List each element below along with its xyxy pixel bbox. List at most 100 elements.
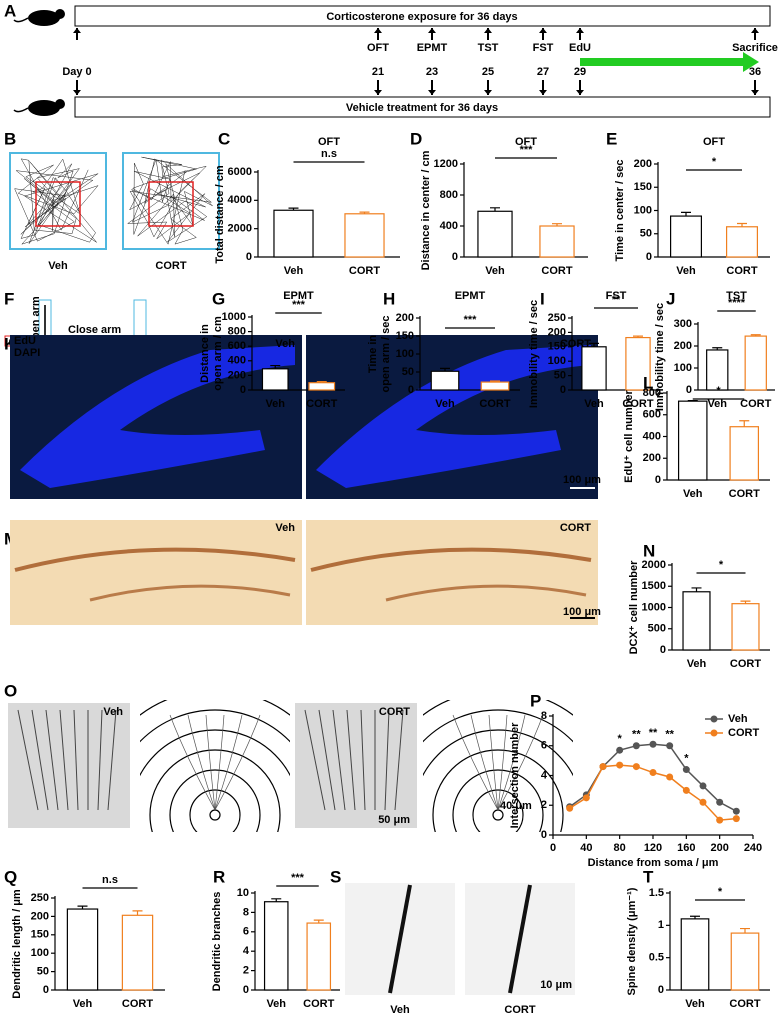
y-tick-label: 200 (634, 158, 652, 170)
chart-title: OFT (515, 136, 537, 148)
image-label: CORT (504, 1004, 535, 1016)
bar (729, 426, 760, 481)
x-tick-label: Veh (687, 658, 707, 670)
panel-letter: S (330, 867, 341, 886)
y-tick-label: 4 (243, 945, 250, 957)
dendrite (470, 714, 499, 811)
error-bar (552, 223, 562, 226)
dendrite (394, 709, 404, 811)
y-tick-label: 1000 (642, 601, 666, 613)
point (699, 798, 707, 806)
sholl-ring (140, 729, 290, 777)
sholl-ring (140, 709, 290, 743)
y-tick-label: 500 (648, 623, 666, 635)
bar (581, 346, 607, 391)
scale-label: 10 μm (540, 979, 572, 991)
bar (66, 908, 99, 991)
y-tick-label: 0 (43, 984, 49, 996)
mouse-icon (13, 17, 29, 23)
timeline-bar-label: Vehicle treatment for 36 days (346, 102, 498, 114)
dendrite (488, 714, 499, 811)
bar (669, 215, 702, 258)
error-bar (737, 222, 747, 227)
day-label: Day 0 (62, 66, 91, 78)
y-axis-label: Total distance / cm (214, 165, 226, 263)
arrow-head (539, 90, 547, 95)
significance-label: *** (520, 144, 534, 156)
y-tick-label: 0 (646, 251, 652, 263)
significance-label: * (718, 886, 723, 898)
granule-layer (89, 584, 291, 602)
y-axis-label: open arm / sec (380, 315, 392, 392)
arrow-head (73, 28, 81, 33)
point (632, 742, 640, 750)
day-label: 21 (372, 66, 384, 78)
x-tick-label: Veh (683, 488, 703, 500)
y-tick-label: 1 (658, 919, 664, 931)
granule-layer (310, 547, 592, 572)
y-tick-label: 150 (548, 341, 566, 353)
scale-label: 100 μm (563, 474, 601, 486)
y-tick-label: 2 (243, 965, 249, 977)
y-axis-label: Immobility time / sec (528, 300, 540, 408)
x-tick-label: CORT (726, 265, 757, 277)
error-bar (739, 420, 750, 427)
scale-label: 50 μm (378, 814, 410, 826)
point (649, 769, 657, 777)
y-tick-label: 0.5 (649, 952, 664, 964)
y-axis-label: Distance in (199, 324, 211, 383)
bar (682, 591, 711, 651)
mouse-icon (28, 10, 60, 26)
point (732, 807, 740, 815)
panel-letter: N (643, 541, 655, 560)
channel-label: EdU (14, 335, 36, 347)
granule-layer (385, 584, 587, 602)
track (126, 156, 213, 245)
event-label: EdU (569, 42, 591, 54)
dendrite (214, 714, 261, 811)
y-tick-label: 50 (402, 366, 414, 378)
y-tick-label: 300 (674, 318, 692, 330)
panel-letter: R (213, 867, 225, 886)
x-tick-label: 80 (614, 842, 626, 854)
significance-label: *** (292, 299, 306, 311)
event-label: FST (533, 42, 554, 54)
point (566, 804, 574, 812)
point (699, 782, 707, 790)
event-label: OFT (367, 42, 389, 54)
dendrite (318, 709, 336, 811)
bar (263, 901, 289, 991)
arrow-head (428, 90, 436, 95)
x-tick-label: 200 (710, 842, 728, 854)
panel-letter: T (643, 867, 654, 886)
dendrite (31, 709, 49, 811)
y-tick-label: 200 (31, 910, 49, 922)
x-tick-label: 120 (644, 842, 662, 854)
dendrite (107, 709, 117, 811)
note: Open arm (30, 296, 42, 348)
x-axis-label: Distance from soma / μm (588, 857, 719, 869)
bar (306, 922, 332, 991)
panel-letter: H (383, 289, 395, 308)
x-tick-label: CORT (122, 998, 153, 1010)
granule-layer (14, 547, 296, 572)
y-tick-label: 0 (658, 984, 664, 996)
sholl-ring (423, 729, 573, 777)
annotation: ** (632, 729, 641, 741)
y-tick-label: 400 (643, 430, 661, 442)
edu-period (580, 58, 745, 66)
y-tick-label: 100 (634, 204, 652, 216)
dendrite (45, 709, 59, 811)
significance-label: ** (612, 294, 621, 306)
annotation: ** (665, 729, 674, 741)
significance-label: * (712, 156, 717, 168)
day-label: 25 (482, 66, 494, 78)
arrow-head (576, 90, 584, 95)
y-tick-label: 200 (674, 340, 692, 352)
track (14, 158, 99, 245)
bar (539, 225, 575, 258)
x-tick-label: CORT (740, 398, 771, 410)
x-tick-label: Veh (685, 998, 705, 1010)
y-tick-label: 8 (541, 710, 547, 722)
